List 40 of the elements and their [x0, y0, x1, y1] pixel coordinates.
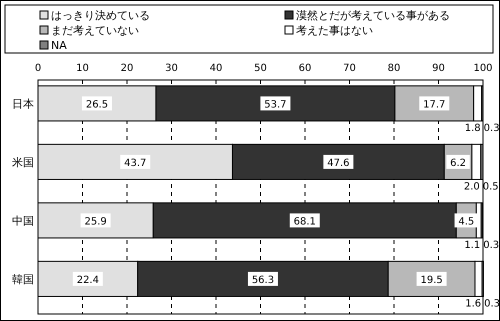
- x-tick-label: 50: [254, 63, 267, 74]
- legend-label: 考えた事はない: [296, 24, 373, 37]
- data-label: 1.8: [464, 122, 481, 134]
- data-label: 26.5: [86, 99, 108, 110]
- data-label: 1.1: [464, 240, 480, 251]
- data-label: 56.3: [252, 274, 274, 286]
- data-label: 22.4: [76, 274, 99, 286]
- legend-label: まだ考えていない: [51, 24, 139, 37]
- x-tick-label: 20: [120, 63, 134, 74]
- legend-label: はっきり決めている: [51, 9, 150, 22]
- data-label: 25.9: [84, 216, 107, 228]
- legend-label: 漠然とだが考えている事がある: [296, 9, 450, 22]
- data-label: 19.5: [420, 274, 443, 286]
- legend-label: NA: [51, 39, 68, 52]
- x-tick-label: 40: [210, 63, 222, 74]
- x-tick-label: 30: [165, 63, 178, 74]
- data-label: 0.3: [483, 240, 500, 251]
- data-label: 4.5: [458, 216, 474, 228]
- x-tick-label: 100: [473, 63, 493, 74]
- x-tick-label: 70: [343, 63, 356, 74]
- y-tick-label: 韓国: [12, 272, 34, 286]
- y-tick-label: 中国: [12, 214, 34, 228]
- x-tick-label: 60: [298, 63, 312, 74]
- data-label: 0.5: [482, 181, 499, 192]
- data-label: 68.1: [294, 216, 316, 228]
- data-label: 53.7: [264, 99, 287, 110]
- y-tick-label: 日本: [12, 97, 34, 110]
- x-tick-label: 0: [34, 63, 42, 74]
- data-label: 2.0: [464, 181, 480, 192]
- data-label: 0.3: [484, 298, 500, 310]
- x-tick-label: 10: [76, 63, 89, 74]
- data-label: 0.3: [484, 122, 500, 134]
- x-tick-label: 80: [388, 63, 400, 74]
- data-label: 1.6: [465, 298, 482, 310]
- data-label: 6.2: [450, 158, 466, 169]
- x-tick-label: 90: [432, 63, 445, 74]
- data-label: 47.6: [327, 158, 350, 169]
- data-label: 17.7: [423, 99, 446, 110]
- data-label: 43.7: [124, 158, 146, 169]
- y-tick-label: 米国: [12, 156, 34, 169]
